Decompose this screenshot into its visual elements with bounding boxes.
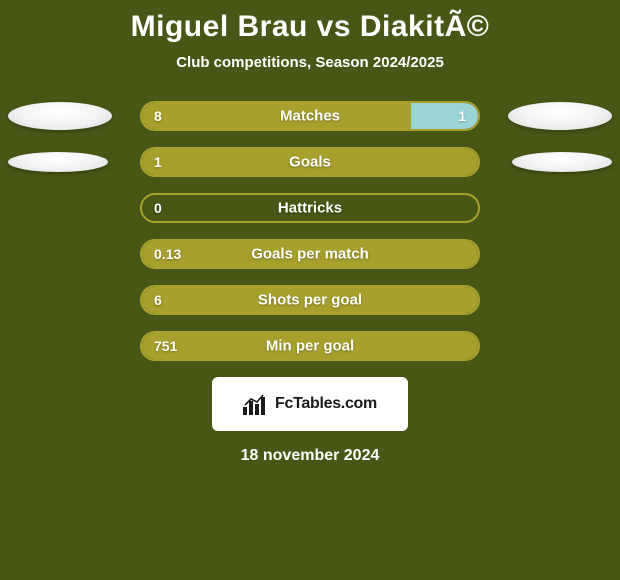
stat-bar-left	[142, 149, 478, 175]
stat-value-left: 0	[154, 200, 162, 216]
stat-bar: Min per goal751	[140, 331, 480, 361]
stat-row: Min per goal751	[0, 331, 620, 361]
page-title: Miguel Brau vs DiakitÃ©	[0, 0, 620, 44]
stat-bar: Goals1	[140, 147, 480, 177]
stat-bar-left	[142, 103, 411, 129]
stat-row: Hattricks 0	[0, 193, 620, 223]
stat-label: Hattricks	[278, 200, 342, 217]
player-right-marker	[508, 102, 612, 130]
player-left-marker	[8, 102, 112, 130]
stat-bar: Matches81	[140, 101, 480, 131]
stat-bar-left	[142, 241, 478, 267]
stat-bar-left	[142, 333, 478, 359]
stat-bar: Hattricks 0	[140, 193, 480, 223]
date-label: 18 november 2024	[0, 447, 620, 465]
bars-icon	[243, 393, 269, 415]
stat-bar: Shots per goal6	[140, 285, 480, 315]
stat-row: Goals1	[0, 147, 620, 177]
brand-text: FcTables.com	[275, 395, 377, 413]
stat-bar: Goals per match0.13	[140, 239, 480, 269]
subtitle: Club competitions, Season 2024/2025	[0, 54, 620, 71]
stat-row: Shots per goal6	[0, 285, 620, 315]
stat-row: Matches81	[0, 101, 620, 131]
brand-footer: FcTables.com	[212, 377, 408, 431]
stat-row: Goals per match0.13	[0, 239, 620, 269]
player-right-marker	[512, 152, 612, 172]
player-left-marker	[8, 152, 108, 172]
comparison-chart: Matches81 Goals1 Hattricks 0 Goals per match…	[0, 101, 620, 361]
stat-bar-left	[142, 287, 478, 313]
stat-bar-right	[411, 103, 478, 129]
